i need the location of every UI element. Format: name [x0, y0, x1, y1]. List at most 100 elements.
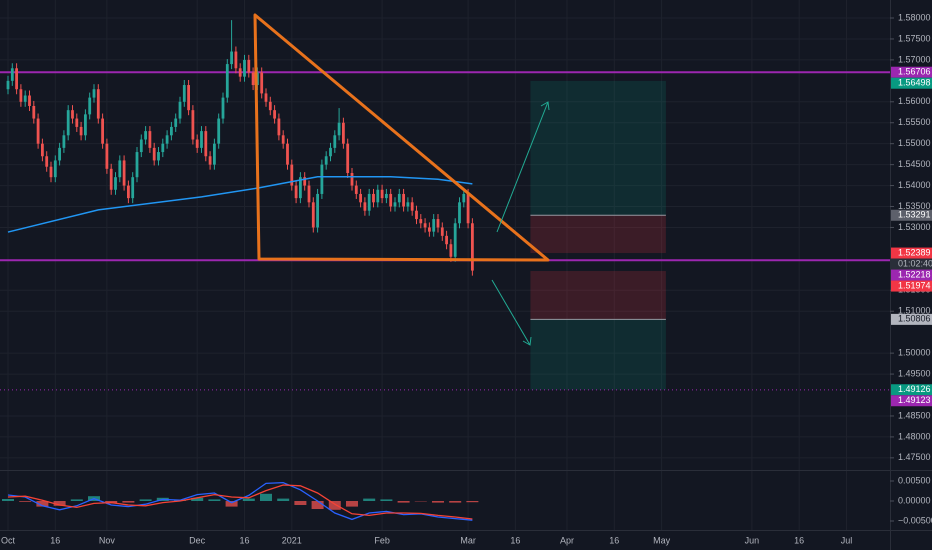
candle-body: [15, 68, 18, 90]
x-tick-label: 16: [510, 535, 520, 545]
y-tick-label: 1.58000: [898, 12, 931, 22]
price-label-box: [891, 258, 932, 270]
candle-body: [66, 110, 70, 136]
y-tick-label: 1.48500: [898, 410, 931, 420]
candle-body: [96, 89, 100, 119]
candle-body: [277, 118, 281, 136]
price-label: 1.49123: [898, 395, 931, 405]
y-tick-label: 0.00500: [898, 475, 931, 485]
histogram-bar: [328, 501, 341, 510]
y-tick-label: 1.54500: [898, 159, 931, 169]
histogram-bar: [466, 501, 479, 503]
candle-body: [131, 177, 135, 199]
price-label: 1.51974: [898, 280, 931, 290]
candle-body: [178, 101, 182, 119]
candle-body: [195, 139, 199, 148]
x-tick-label: 2021: [282, 535, 302, 545]
x-tick-label: 16: [239, 535, 249, 545]
grid: [0, 0, 890, 530]
candle-body: [264, 93, 268, 102]
candle-body: [324, 156, 328, 165]
macd-pane: [1, 481, 479, 521]
triangle-drawing: [253, 13, 550, 262]
candle-body: [58, 147, 61, 161]
y-tick-label: 0.00000: [898, 495, 931, 505]
candle-body: [139, 139, 143, 153]
y-tick-label: 1.47500: [898, 452, 931, 462]
candle-body: [40, 143, 44, 157]
candle-body: [53, 160, 57, 178]
candle-body: [329, 147, 332, 157]
candle-body: [225, 64, 229, 98]
price-label: 01:02:40: [898, 258, 932, 268]
y-tick-label: 1.51000: [898, 306, 931, 316]
candle-body: [281, 135, 285, 144]
histogram-bar: [259, 493, 272, 501]
candle-body: [204, 131, 208, 157]
histogram-bar: [122, 501, 135, 503]
candle-body: [341, 122, 345, 144]
candle-body: [148, 131, 152, 148]
candle-body: [359, 193, 362, 203]
candle-body: [393, 202, 397, 207]
candle-body: [346, 143, 350, 174]
candle-body: [462, 193, 466, 203]
candle-body: [174, 118, 178, 127]
x-tick-label: Apr: [560, 535, 574, 545]
price-label: 1.56498: [898, 78, 931, 88]
candle-body: [243, 59, 246, 77]
price-label: 1.53291: [898, 210, 931, 220]
candle-body: [161, 143, 165, 153]
histogram-bar: [449, 501, 462, 503]
candle-body: [449, 244, 453, 257]
candle-body: [135, 152, 139, 178]
histogram-bar: [36, 501, 49, 507]
candle-body: [212, 143, 216, 165]
histogram-bar: [1, 499, 14, 501]
x-tick-label: Oct: [1, 535, 16, 545]
candle-body: [380, 189, 384, 199]
x-tick-label: Nov: [99, 535, 116, 545]
y-tick-label: 1.50000: [898, 348, 931, 358]
price-label-box: [891, 395, 932, 407]
histogram-bar: [139, 499, 152, 501]
candle-body: [71, 110, 74, 119]
candle-body: [320, 164, 324, 194]
x-tick-label: Dec: [189, 535, 206, 545]
histogram-bar: [277, 498, 290, 501]
candle-body: [453, 223, 457, 257]
price-label-box: [891, 66, 932, 78]
candle-body: [307, 185, 311, 203]
candle-body: [397, 193, 401, 203]
candle-body: [92, 89, 96, 98]
price-label-box: [891, 209, 932, 221]
x-tick-label: 16: [50, 535, 60, 545]
price-label-box: [891, 384, 932, 396]
candle-body: [354, 185, 358, 194]
y-tick-label: 1.53500: [898, 201, 931, 211]
candle-body: [234, 51, 238, 69]
candle-body: [187, 85, 190, 111]
y-tick-label: 1.57000: [898, 54, 931, 64]
x-tick-label: May: [653, 535, 671, 545]
up-arrow: [496, 101, 549, 233]
candle-body: [350, 173, 354, 186]
candle-body: [363, 202, 367, 211]
candle-body: [23, 95, 27, 102]
x-tick-label: Feb: [374, 535, 390, 545]
candle-body: [432, 219, 436, 232]
candle-body: [238, 68, 242, 77]
candle-body: [118, 160, 122, 178]
candle-body: [6, 80, 10, 90]
candle-body: [19, 89, 23, 102]
candle-body: [298, 177, 302, 199]
candle-body: [32, 105, 36, 119]
candle-body: [376, 189, 380, 203]
candle-body: [427, 227, 431, 232]
arrows: [491, 101, 550, 346]
candle-body: [230, 51, 233, 65]
candle-body: [333, 135, 337, 148]
histogram-bar: [345, 501, 358, 507]
histogram-bar: [19, 501, 32, 502]
candle-body: [389, 193, 393, 207]
